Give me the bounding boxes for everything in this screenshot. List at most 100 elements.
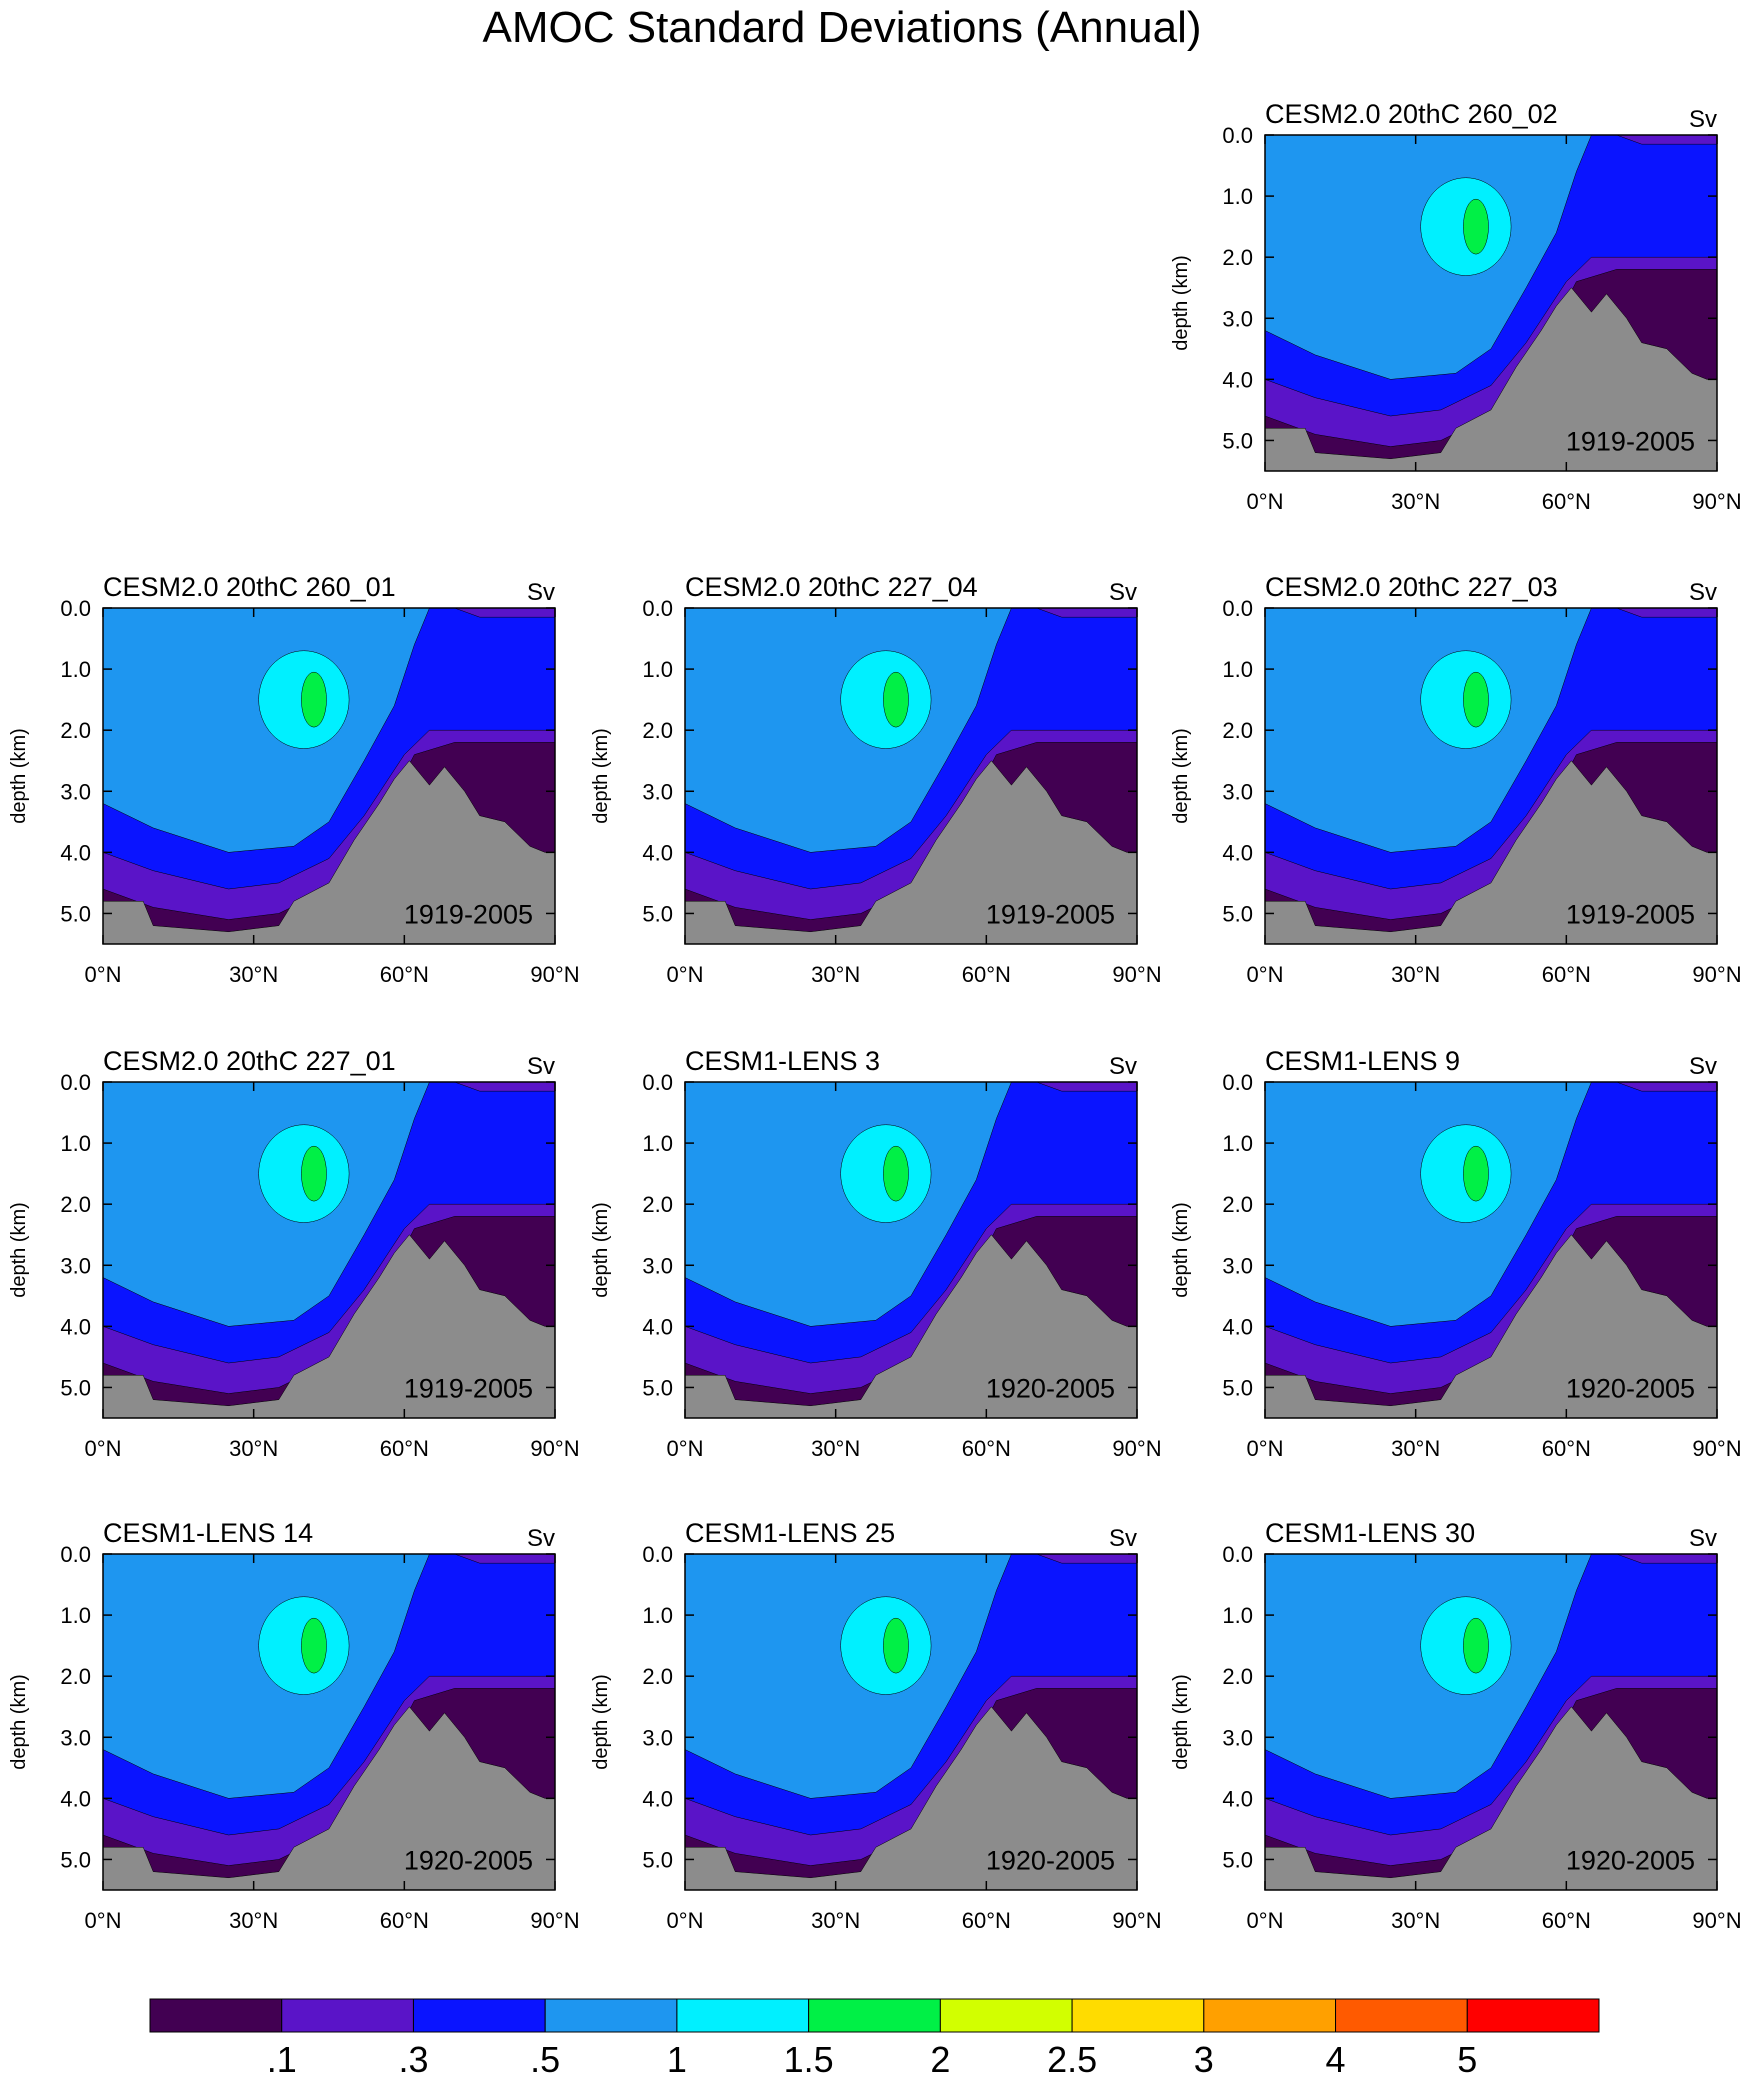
y-tick-label: 2.0 [1222, 1192, 1253, 1217]
y-tick-label: 0.0 [642, 1542, 673, 1567]
x-tick-label: 30°N [1391, 1908, 1440, 1933]
y-axis-label: depth (km) [590, 728, 612, 824]
y-axis-label: depth (km) [590, 1674, 612, 1770]
y-tick-label: 5.0 [1222, 1375, 1253, 1400]
y-tick-label: 2.0 [1222, 245, 1253, 270]
colorbar-label: .1 [267, 2039, 297, 2080]
x-tick-label: 90°N [1112, 1436, 1161, 1461]
panel-period: 1920-2005 [986, 1845, 1115, 1875]
colorbar-label: 5 [1457, 2039, 1477, 2080]
topography [1264, 1706, 1718, 1891]
topography [102, 1234, 556, 1419]
y-tick-label: 3.0 [642, 1253, 673, 1278]
topography [684, 1234, 1138, 1419]
plot-frame [684, 1553, 1138, 1891]
colorbar-label: 2.5 [1047, 2039, 1097, 2080]
panel-title: CESM1-LENS 14 [103, 1518, 313, 1548]
plot-frame [684, 607, 1138, 945]
panel-period: 1919-2005 [1566, 899, 1695, 929]
panel-units: Sv [1109, 1525, 1137, 1552]
panel: CESM1-LENS 30 Sv 1920-2005 depth (km) 0°N 30°… [1170, 1518, 1742, 1933]
panel: CESM1-LENS 9 Sv 1920-2005 depth (km) 0°N 30°N… [1170, 1046, 1742, 1461]
panel-units: Sv [527, 1525, 555, 1552]
x-tick-label: 60°N [380, 1908, 429, 1933]
colorbar-label: 4 [1326, 2039, 1346, 2080]
y-tick-label: 3.0 [642, 779, 673, 804]
plot-frame [684, 1081, 1138, 1419]
y-tick-label: 1.0 [1222, 184, 1253, 209]
colorbar-box [1203, 1998, 1337, 2033]
colorbar-box [149, 1998, 283, 2033]
x-tick-label: 0°N [1247, 489, 1284, 514]
y-tick-label: 3.0 [1222, 306, 1253, 331]
x-tick-label: 30°N [229, 1436, 278, 1461]
panel-units: Sv [1109, 579, 1137, 606]
panel-period: 1919-2005 [1566, 426, 1695, 456]
y-tick-label: 1.0 [642, 1603, 673, 1628]
y-tick-label: 0.0 [1222, 123, 1253, 148]
topography [1264, 1234, 1718, 1419]
x-tick-label: 90°N [1112, 1908, 1161, 1933]
y-tick-label: 5.0 [642, 1375, 673, 1400]
y-tick-label: 1.0 [60, 657, 91, 682]
plot-frame [102, 607, 556, 945]
x-tick-label: 0°N [85, 1436, 122, 1461]
contour-fill [883, 1617, 909, 1674]
y-tick-label: 5.0 [60, 1847, 91, 1872]
colorbar-box [412, 1998, 546, 2033]
colorbar-box [1071, 1998, 1205, 2033]
contour-fill [301, 671, 327, 728]
y-tick-label: 4.0 [642, 840, 673, 865]
x-tick-label: 60°N [1542, 1436, 1591, 1461]
colorbar-label: 1 [667, 2039, 687, 2080]
y-tick-label: 1.0 [1222, 1131, 1253, 1156]
panel-title: CESM2.0 20thC 260_01 [103, 572, 396, 602]
panel: CESM2.0 20thC 227_01 Sv 1919-2005 depth (km… [8, 1046, 580, 1461]
x-tick-label: 60°N [1542, 962, 1591, 987]
y-tick-label: 5.0 [642, 1847, 673, 1872]
panel: CESM1-LENS 25 Sv 1920-2005 depth (km) 0°N 30°… [590, 1518, 1162, 1933]
y-tick-label: 4.0 [1222, 840, 1253, 865]
x-tick-label: 30°N [229, 1908, 278, 1933]
x-tick-label: 0°N [667, 962, 704, 987]
x-tick-label: 60°N [1542, 1908, 1591, 1933]
y-tick-label: 1.0 [642, 657, 673, 682]
x-tick-label: 30°N [811, 1908, 860, 1933]
contour-fill [883, 671, 909, 728]
y-tick-label: 4.0 [642, 1786, 673, 1811]
colorbar-box [1335, 1998, 1468, 2033]
y-tick-label: 2.0 [60, 718, 91, 743]
contour-fill [883, 1145, 909, 1202]
y-tick-label: 3.0 [1222, 779, 1253, 804]
y-tick-label: 4.0 [60, 1314, 91, 1339]
y-tick-label: 2.0 [1222, 718, 1253, 743]
y-tick-label: 5.0 [60, 1375, 91, 1400]
plot-frame [1264, 1553, 1718, 1891]
panel-period: 1919-2005 [404, 1373, 533, 1403]
panel-period: 1919-2005 [986, 899, 1115, 929]
x-tick-label: 90°N [1692, 489, 1741, 514]
panel: CESM2.0 20thC 260_02 Sv 1919-2005 depth (km… [1170, 99, 1742, 514]
y-axis-label: depth (km) [8, 1202, 30, 1298]
colorbar-box [808, 1998, 941, 2033]
topography [1264, 760, 1718, 945]
y-tick-label: 1.0 [60, 1603, 91, 1628]
x-tick-label: 0°N [667, 1436, 704, 1461]
topography [684, 760, 1138, 945]
plot-frame [102, 1553, 556, 1891]
panel-title: CESM1-LENS 9 [1265, 1046, 1460, 1076]
contour-fill [1463, 671, 1489, 728]
x-tick-label: 90°N [530, 1436, 579, 1461]
x-tick-label: 30°N [1391, 1436, 1440, 1461]
x-tick-label: 0°N [667, 1908, 704, 1933]
colorbar-label: 3 [1194, 2039, 1214, 2080]
y-tick-label: 0.0 [60, 596, 91, 621]
colorbar-label: 1.5 [784, 2039, 834, 2080]
y-tick-label: 2.0 [642, 1664, 673, 1689]
y-tick-label: 3.0 [1222, 1253, 1253, 1278]
colorbar-box [544, 1998, 678, 2033]
panel-period: 1919-2005 [404, 899, 533, 929]
topography [102, 760, 556, 945]
x-tick-label: 90°N [1692, 1908, 1741, 1933]
panel: CESM2.0 20thC 227_04 Sv 1919-2005 depth (km… [590, 572, 1162, 987]
